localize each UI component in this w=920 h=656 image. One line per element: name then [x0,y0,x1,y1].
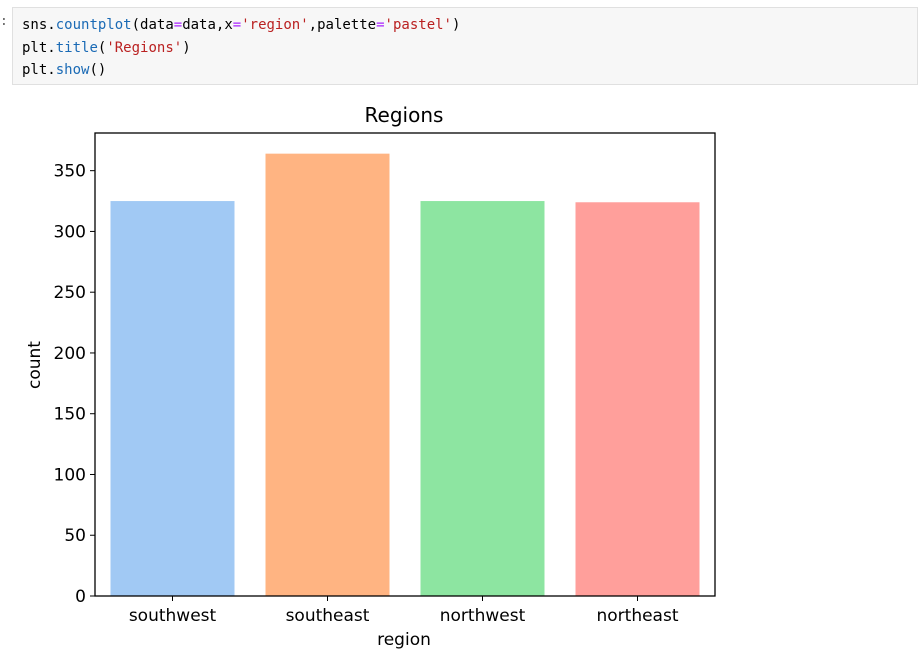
code-token: ( [131,17,141,33]
bar-southwest [110,201,235,596]
y-tick-label: 0 [75,587,86,607]
code-token: = [232,17,242,33]
x-tick-label: southeast [286,606,370,626]
code-token: 'Regions' [106,39,183,56]
y-tick-label: 300 [54,222,86,242]
code-token: 'region' [241,17,309,33]
code-cell-input[interactable]: sns.countplot(data=data,x='region',palet… [12,7,918,85]
code-token: ( [97,39,107,56]
y-tick-label: 50 [64,526,86,546]
y-tick-label: 100 [54,465,86,485]
code-token: . [47,62,56,78]
code-token: () [89,62,107,78]
code-token: show [55,62,90,78]
code-token: ) [451,17,461,33]
code-token: plt [22,62,48,78]
plot-frame [94,132,716,597]
code-token: data [182,17,216,33]
code-token: palette [317,17,377,33]
code-token: 'pastel' [384,17,452,33]
x-tick-label: southwest [129,606,217,626]
code-token: = [173,17,183,33]
bar-southeast [265,153,390,596]
code-line: sns.countplot(data=data,x='region',palet… [22,14,460,37]
code-token: countplot [55,17,132,33]
code-token: plt [22,39,48,56]
x-axis-label: region [377,630,431,650]
y-tick-label: 150 [54,405,86,425]
code-token: . [47,17,56,33]
y-tick-label: 200 [54,344,86,364]
x-tick-label: northeast [596,606,678,626]
y-axis-label: count [25,341,45,389]
bar-northeast [575,202,700,597]
code-token: title [55,39,98,56]
y-tick-label: 250 [54,283,86,303]
code-line: plt.show() [22,59,460,82]
code-token: , [215,17,225,33]
cell-prompt: : [0,14,8,29]
code-token: , [308,17,318,33]
code-token: . [47,39,56,56]
code-token: x [224,17,233,33]
cell-output: 0 50 100 150 200 250 300 350 southwest southeast… [0,90,920,652]
code-token: ) [182,39,191,56]
code-lines: sns.countplot(data=data,x='region',palet… [22,14,460,82]
code-token: = [376,17,385,33]
chart-title: Regions [365,103,444,127]
bar-northwest [420,201,545,596]
y-tick-label: 350 [54,162,86,182]
x-tick-label: northwest [440,606,526,626]
code-token: sns [22,17,48,33]
code-line: plt.title('Regions') [22,37,460,60]
countplot-chart: 0 50 100 150 200 250 300 350 southwest southeast… [25,103,716,650]
code-token: data [140,17,174,33]
